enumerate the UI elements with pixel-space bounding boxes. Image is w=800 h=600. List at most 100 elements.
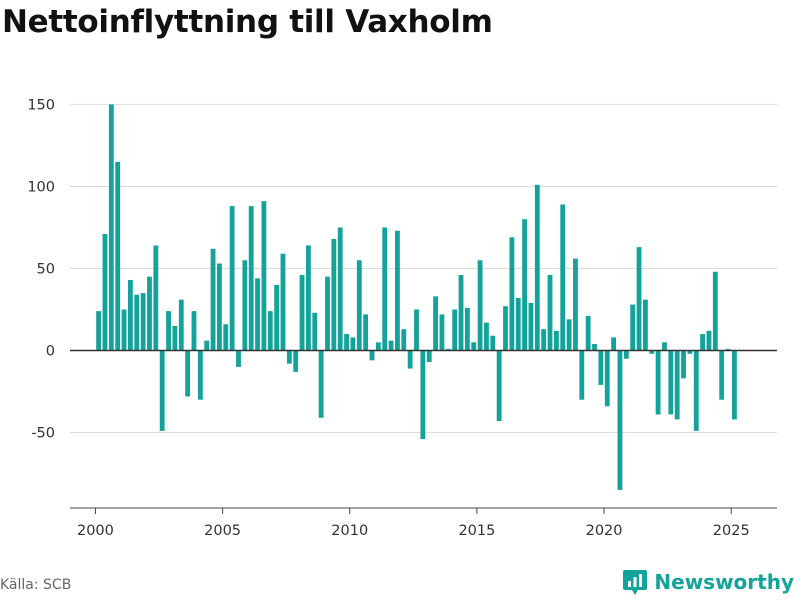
bar xyxy=(344,334,349,351)
bar xyxy=(484,322,489,351)
bar xyxy=(592,343,597,351)
bar xyxy=(363,314,369,351)
bar xyxy=(617,350,623,490)
bar xyxy=(248,206,254,351)
bar xyxy=(369,350,375,361)
bar xyxy=(312,312,318,351)
bar xyxy=(471,342,477,351)
bar xyxy=(426,350,432,362)
bar xyxy=(255,278,260,351)
bar xyxy=(236,350,241,367)
bar xyxy=(159,350,165,431)
bar xyxy=(433,296,438,351)
bar xyxy=(306,245,311,351)
bar xyxy=(579,350,585,400)
bar xyxy=(731,350,737,420)
bar xyxy=(528,302,534,351)
bar xyxy=(547,275,553,351)
bar xyxy=(197,350,203,400)
bar xyxy=(611,337,617,351)
grid-lines xyxy=(70,103,777,434)
bar xyxy=(585,316,591,351)
bar xyxy=(267,311,273,351)
bar xyxy=(420,350,426,440)
bar xyxy=(401,329,407,351)
brand-logo[interactable]: Newsworthy xyxy=(622,568,794,596)
bar xyxy=(356,260,362,351)
bar xyxy=(325,276,330,351)
bar xyxy=(337,227,343,351)
bar xyxy=(166,311,171,351)
source-note: Källa: SCB xyxy=(0,577,72,593)
bar xyxy=(515,298,521,351)
bar xyxy=(350,337,356,351)
bar xyxy=(496,350,502,422)
bar xyxy=(216,263,222,351)
bar xyxy=(140,293,146,351)
bar xyxy=(172,325,178,351)
bar xyxy=(375,342,381,351)
bar xyxy=(274,284,280,351)
bar xyxy=(725,348,731,351)
bar xyxy=(509,237,515,351)
bar xyxy=(414,309,419,351)
newsworthy-logo-icon xyxy=(623,570,648,595)
bar-series xyxy=(96,104,737,490)
bar xyxy=(280,253,286,351)
bar xyxy=(115,161,121,351)
bar xyxy=(147,276,152,351)
brand-name: Newsworthy xyxy=(654,570,794,594)
x-tick-label: 2025 xyxy=(713,523,750,539)
bar xyxy=(102,234,108,351)
bar xyxy=(503,306,508,351)
bar xyxy=(121,309,127,351)
bar xyxy=(649,350,655,354)
x-tick-label: 2010 xyxy=(331,523,368,539)
bar xyxy=(490,335,496,351)
bar xyxy=(445,348,451,351)
bar xyxy=(229,206,235,351)
chart-title: Nettoinflyttning till Vaxholm xyxy=(2,4,493,40)
bar xyxy=(566,319,572,351)
bar xyxy=(439,314,445,351)
bar xyxy=(642,299,648,351)
bar xyxy=(293,350,299,372)
bar xyxy=(452,309,458,351)
bar xyxy=(534,184,540,351)
bar xyxy=(331,238,337,351)
bar xyxy=(108,104,114,351)
bar xyxy=(242,260,248,351)
y-tick-label: 100 xyxy=(27,179,55,195)
bar xyxy=(134,294,140,351)
bar xyxy=(573,258,578,351)
bar xyxy=(687,350,693,354)
bar xyxy=(662,342,667,351)
bar xyxy=(96,311,102,351)
bar xyxy=(210,248,216,351)
bar xyxy=(127,279,133,351)
tick-labels: -50 0 50 100 150 2000 2005 2010 2015 2020 2025 xyxy=(27,97,749,539)
bar xyxy=(407,350,413,369)
bar xyxy=(636,247,642,351)
y-tick-label: 50 xyxy=(37,261,55,277)
x-tick-label: 2015 xyxy=(458,523,495,539)
bar xyxy=(395,230,400,351)
bar xyxy=(458,275,464,351)
bar xyxy=(153,245,159,351)
bar xyxy=(191,311,197,351)
axes xyxy=(70,349,777,514)
bar xyxy=(178,299,184,351)
bar xyxy=(674,350,680,420)
x-tick-label: 2005 xyxy=(204,523,241,539)
bar xyxy=(712,271,718,351)
bar xyxy=(382,227,388,351)
x-tick-label: 2000 xyxy=(77,523,114,539)
y-tick-label: -50 xyxy=(31,426,55,442)
bar xyxy=(261,201,267,351)
bar xyxy=(318,350,324,418)
bar xyxy=(623,350,629,359)
bar xyxy=(204,340,210,351)
bar xyxy=(604,350,610,407)
bar xyxy=(464,307,470,351)
